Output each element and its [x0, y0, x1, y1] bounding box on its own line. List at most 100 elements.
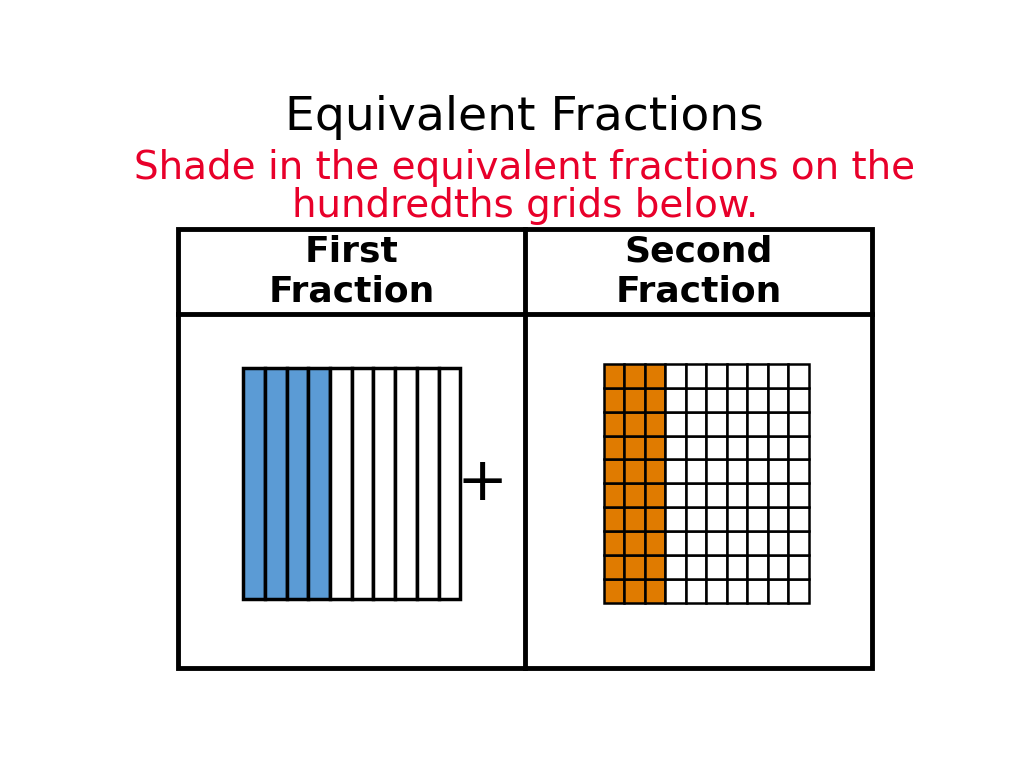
Bar — [395, 368, 417, 599]
Bar — [727, 507, 748, 531]
Bar — [604, 483, 625, 507]
Bar — [645, 555, 666, 579]
Bar — [417, 368, 438, 599]
Bar — [707, 483, 727, 507]
Bar — [625, 555, 645, 579]
Bar — [645, 531, 666, 555]
Text: hundredths grids below.: hundredths grids below. — [292, 187, 758, 225]
Bar — [748, 435, 768, 459]
Bar — [686, 388, 707, 412]
Bar — [686, 555, 707, 579]
Bar — [604, 412, 625, 435]
Bar — [330, 368, 352, 599]
Bar — [788, 507, 809, 531]
Text: Equivalent Fractions: Equivalent Fractions — [286, 95, 764, 140]
Text: First
Fraction: First Fraction — [268, 235, 435, 308]
Bar — [645, 364, 666, 388]
Bar — [707, 531, 727, 555]
Bar — [788, 412, 809, 435]
Bar — [788, 388, 809, 412]
Bar — [768, 507, 788, 531]
Bar — [788, 531, 809, 555]
Bar — [686, 507, 707, 531]
Bar — [666, 483, 686, 507]
Bar — [374, 368, 395, 599]
Bar — [686, 364, 707, 388]
Bar — [625, 507, 645, 531]
Bar — [645, 388, 666, 412]
Bar — [727, 555, 748, 579]
Bar — [768, 435, 788, 459]
Bar — [265, 368, 287, 599]
Bar — [604, 459, 625, 483]
Bar — [352, 368, 374, 599]
Bar — [707, 459, 727, 483]
Bar — [645, 507, 666, 531]
Bar — [727, 435, 748, 459]
Bar — [686, 435, 707, 459]
Bar — [686, 459, 707, 483]
Text: +: + — [457, 454, 508, 513]
Bar — [686, 579, 707, 603]
Bar — [748, 531, 768, 555]
Bar — [788, 459, 809, 483]
Bar — [438, 368, 460, 599]
Bar — [666, 531, 686, 555]
Bar — [686, 531, 707, 555]
Bar — [748, 459, 768, 483]
Bar — [666, 555, 686, 579]
Bar — [604, 579, 625, 603]
Bar — [788, 483, 809, 507]
Bar — [748, 483, 768, 507]
Bar — [604, 555, 625, 579]
Bar — [244, 368, 265, 599]
Bar — [707, 435, 727, 459]
Bar — [707, 412, 727, 435]
Bar — [625, 483, 645, 507]
Bar — [308, 368, 330, 599]
Bar — [645, 579, 666, 603]
Bar — [727, 483, 748, 507]
Text: Second
Fraction: Second Fraction — [615, 235, 781, 308]
Bar — [768, 579, 788, 603]
Bar — [727, 579, 748, 603]
Bar — [748, 364, 768, 388]
Bar — [666, 388, 686, 412]
Bar — [625, 435, 645, 459]
Bar — [666, 412, 686, 435]
Bar — [707, 555, 727, 579]
Bar — [727, 459, 748, 483]
Bar — [768, 364, 788, 388]
Bar — [178, 229, 872, 668]
Bar — [768, 483, 788, 507]
Bar — [727, 412, 748, 435]
Bar — [768, 555, 788, 579]
Bar — [707, 507, 727, 531]
Bar — [666, 459, 686, 483]
Bar — [707, 364, 727, 388]
Bar — [768, 388, 788, 412]
Bar — [625, 412, 645, 435]
Bar — [768, 531, 788, 555]
Bar — [645, 459, 666, 483]
Bar — [707, 388, 727, 412]
Bar — [727, 531, 748, 555]
Bar — [666, 507, 686, 531]
Bar — [625, 388, 645, 412]
Bar — [686, 412, 707, 435]
Bar — [645, 412, 666, 435]
Bar — [666, 579, 686, 603]
Bar — [666, 364, 686, 388]
Bar — [625, 579, 645, 603]
Bar — [645, 483, 666, 507]
Bar — [625, 459, 645, 483]
Bar — [748, 579, 768, 603]
Bar — [604, 435, 625, 459]
Bar — [666, 435, 686, 459]
Bar — [604, 364, 625, 388]
Bar — [768, 412, 788, 435]
Text: Shade in the equivalent fractions on the: Shade in the equivalent fractions on the — [134, 149, 915, 187]
Bar — [604, 388, 625, 412]
Bar — [748, 388, 768, 412]
Bar — [686, 483, 707, 507]
